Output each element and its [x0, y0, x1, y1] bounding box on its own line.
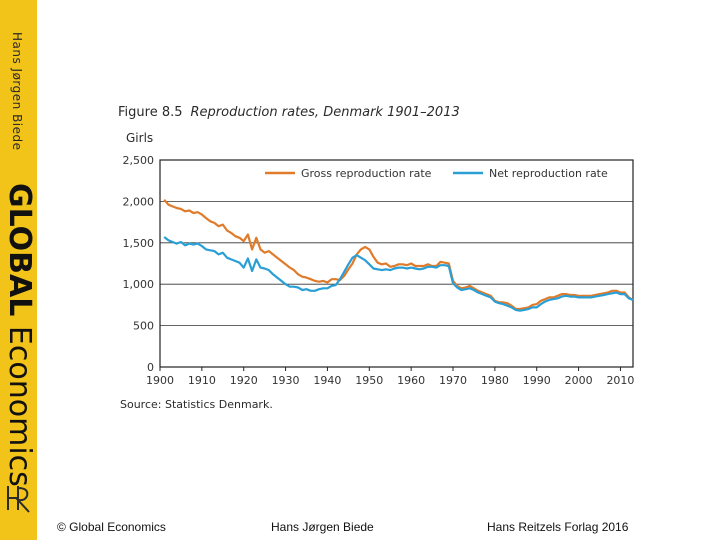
x-tick-label: 1930 — [272, 374, 300, 387]
x-tick-label: 1920 — [230, 374, 258, 387]
figure-subtitle: Reproduction rates, Denmark 1901–2013 — [190, 105, 460, 120]
legend-label: Gross reproduction rate — [301, 167, 432, 180]
publisher-logo — [5, 480, 33, 516]
reproduction-rate-chart: 0 500 1,000 1,500 2,000 2,500 1900 1910 1920 1930… — [123, 154, 635, 387]
plot-frame — [159, 159, 634, 368]
series-line-gross — [163, 198, 634, 311]
x-tick-label: 1900 — [146, 374, 174, 387]
x-tick-label: 1960 — [397, 374, 425, 387]
sidebar-title-light: Economics — [2, 325, 37, 487]
x-tick-label: 1910 — [188, 374, 216, 387]
legend-label: Net reproduction rate — [489, 167, 608, 180]
sidebar-book-title: GLOBAL Economics — [2, 183, 37, 487]
x-tick-label: 1950 — [355, 374, 383, 387]
x-tick-label: 2010 — [606, 374, 634, 387]
sidebar-author: Hans Jørgen Biede — [10, 32, 24, 151]
x-tick-label: 1980 — [481, 374, 509, 387]
y-tick-label: 500 — [133, 320, 154, 333]
footer-publisher: Hans Reitzels Forlag 2016 — [487, 520, 629, 534]
figure-number: Figure 8.5 — [118, 105, 183, 120]
y-tick-label: 2,500 — [123, 154, 155, 167]
y-tick-label: 0 — [147, 361, 154, 374]
figure-title: Figure 8.5 Reproduction rates, Denmark 19… — [118, 105, 460, 120]
y-tick-label: 1,500 — [123, 237, 155, 250]
series-line-net — [163, 236, 634, 312]
y-tick-label: 1,000 — [123, 278, 155, 291]
x-tick-label: 1990 — [523, 374, 551, 387]
footer-author: Hans Jørgen Biede — [271, 520, 374, 534]
x-tick-label: 2000 — [565, 374, 593, 387]
sidebar-title-bold: GLOBAL — [2, 183, 37, 317]
sidebar-band — [0, 0, 37, 540]
y-tick-label: 2,000 — [123, 195, 155, 208]
y-axis-unit: Girls — [126, 131, 154, 145]
hr-logo-icon — [7, 486, 30, 513]
x-tick-label: 1940 — [313, 374, 341, 387]
x-tick-label: 1970 — [439, 374, 467, 387]
figure-source: Source: Statistics Denmark. — [120, 398, 273, 411]
footer-copyright: © Global Economics — [57, 520, 166, 534]
